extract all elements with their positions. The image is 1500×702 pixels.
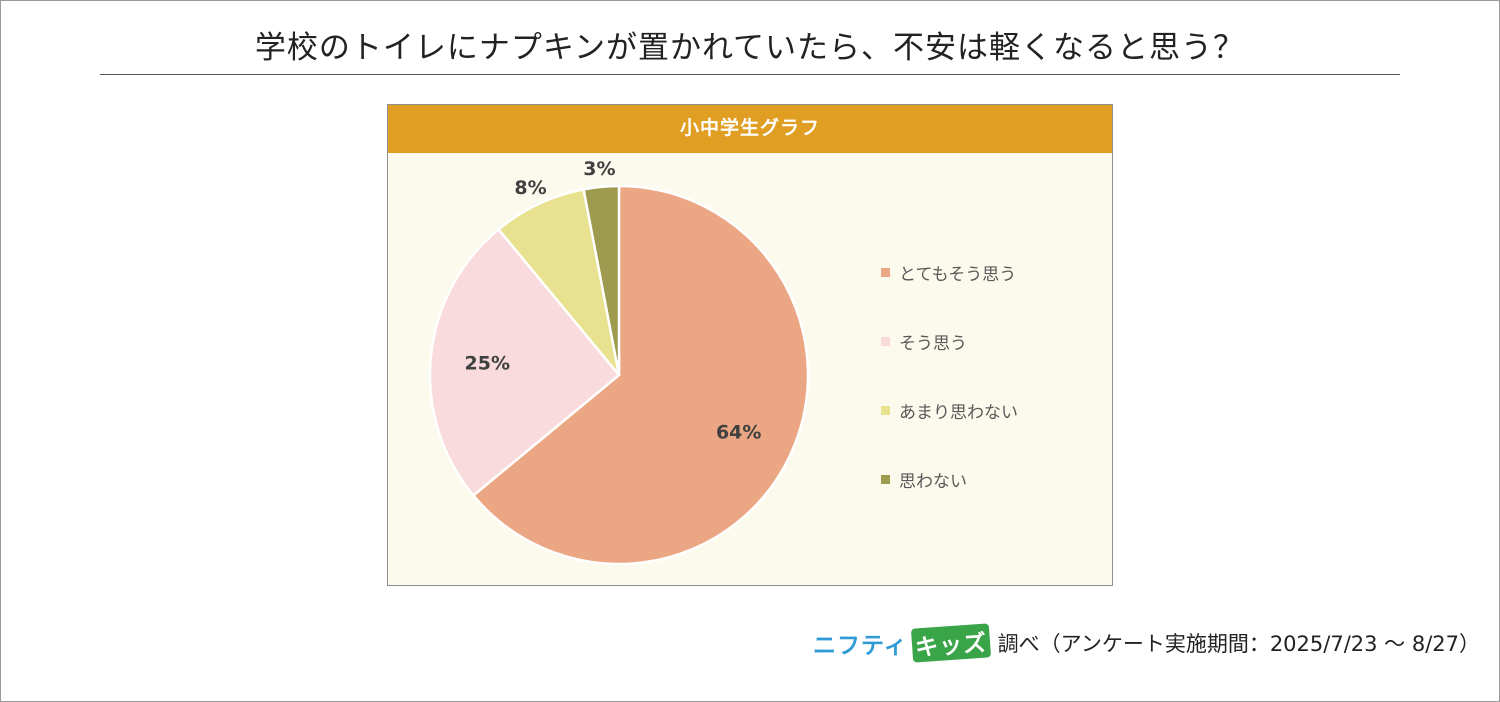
legend-label: あまり思わない — [899, 403, 1018, 423]
legend-swatch — [881, 337, 890, 346]
legend-label: そう思う — [899, 334, 967, 354]
logo-text-nifty: ニフティ — [813, 633, 908, 659]
pie-data-label: 64% — [716, 421, 761, 443]
legend-item: あまり思わない — [881, 398, 1101, 423]
legend-swatch — [881, 475, 890, 484]
page-title: 学校のトイレにナプキンが置かれていたら、不安は軽くなると思う？ — [254, 30, 1246, 66]
pie-data-label: 3% — [583, 158, 615, 180]
legend-label: とてもそう思う — [899, 265, 1017, 285]
chart-panel: 小中学生グラフ 64% 25% 8% 3% とてもそう思う そう思う あまり思わない … — [387, 104, 1113, 586]
source-note: ニフティ キッズ 調べ（アンケート実施期間：2025/7/23 ～ 8/27） — [813, 623, 1480, 663]
pie-slice — [428, 227, 621, 498]
title-divider — [100, 74, 1400, 75]
pie-data-label: 8% — [514, 177, 546, 199]
pie-slice — [496, 187, 621, 376]
source-text: 調べ（アンケート実施期間：2025/7/23 ～ 8/27） — [997, 632, 1480, 656]
niftykids-logo: ニフティ キッズ — [813, 623, 991, 663]
pie-slice — [582, 184, 621, 376]
legend-item: 思わない — [881, 467, 1101, 492]
chart-title: 小中学生グラフ — [388, 105, 1112, 153]
legend-item: とてもそう思う — [881, 260, 1101, 285]
legend-label: 思わない — [899, 472, 967, 492]
logo-text-kids: キッズ — [910, 623, 991, 663]
pie-slice — [471, 184, 810, 566]
pie-data-label: 25% — [465, 353, 510, 375]
legend-swatch — [881, 406, 890, 415]
pie-chart: 64% 25% 8% 3% — [428, 158, 810, 566]
legend-swatch — [881, 268, 890, 277]
legend-item: そう思う — [881, 329, 1101, 354]
